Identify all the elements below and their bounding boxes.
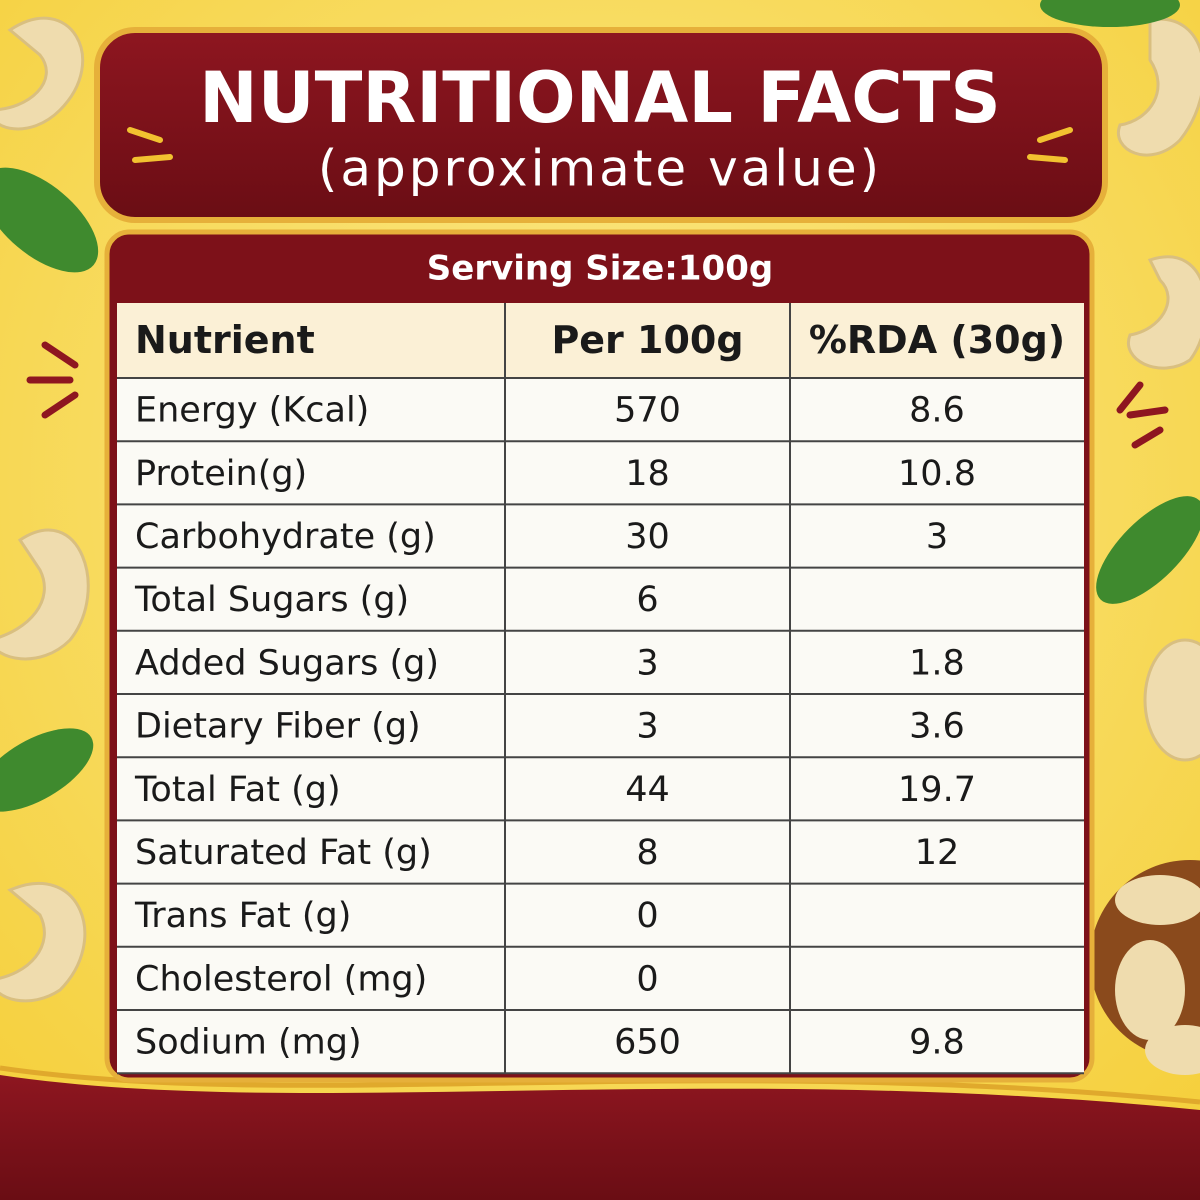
nutrient-name: Added Sugars (g) bbox=[135, 643, 439, 683]
column-header: %RDA (30g) bbox=[809, 318, 1065, 362]
nutrient-value: 18 bbox=[625, 454, 670, 494]
decorations bbox=[0, 0, 1200, 1075]
subtitle: (approximate value) bbox=[318, 140, 882, 198]
nutrient-value: 12 bbox=[915, 833, 960, 873]
nutrient-name: Total Sugars (g) bbox=[134, 580, 409, 620]
nutrient-value: 19.7 bbox=[898, 770, 976, 810]
nutrient-value: 3 bbox=[636, 707, 658, 747]
nutrient-value: 9.8 bbox=[909, 1023, 965, 1063]
nutrient-name: Carbohydrate (g) bbox=[135, 517, 436, 557]
nutrient-value: 0 bbox=[636, 959, 658, 999]
nutrient-value: 8.6 bbox=[909, 391, 965, 431]
header-accent bbox=[1027, 127, 1073, 163]
nutrient-value: 0 bbox=[636, 896, 658, 936]
nutrient-name: Sodium (mg) bbox=[135, 1023, 362, 1063]
nutrient-name: Saturated Fat (g) bbox=[135, 833, 432, 873]
header-row bbox=[117, 303, 1084, 378]
header-accent bbox=[127, 127, 173, 163]
nutrient-value: 3 bbox=[636, 643, 658, 683]
nutrient-name: Dietary Fiber (g) bbox=[135, 707, 421, 747]
nutrient-value: 8 bbox=[636, 833, 658, 873]
nutrient-value: 10.8 bbox=[898, 454, 976, 494]
nutrient-name: Trans Fat (g) bbox=[134, 896, 351, 936]
bottom-wave bbox=[0, 1075, 1200, 1200]
nutrient-name: Energy (Kcal) bbox=[135, 391, 369, 431]
header-box bbox=[94, 27, 1108, 223]
column-header: Per 100g bbox=[551, 318, 743, 362]
nutrient-value: 6 bbox=[636, 580, 658, 620]
table: Nutrient Per 100g %RDA (30g) Energy (Kcal) 5… bbox=[117, 303, 1084, 1075]
title: NUTRITIONAL FACTS bbox=[199, 57, 1001, 139]
nutrient-name: Cholesterol (mg) bbox=[135, 959, 427, 999]
nutrient-name: Protein(g) bbox=[135, 454, 307, 494]
column-header: Nutrient bbox=[135, 318, 315, 362]
nutrient-value: 30 bbox=[625, 517, 670, 557]
nutrient-value: 3.6 bbox=[909, 707, 965, 747]
nutrient-value: 44 bbox=[625, 770, 670, 810]
nutrient-value: 650 bbox=[614, 1023, 681, 1063]
nutrient-name: Total Fat (g) bbox=[134, 770, 341, 810]
nutrient-value: 1.8 bbox=[909, 643, 965, 683]
serving-size: Serving Size:100g bbox=[427, 249, 773, 289]
nutrient-value: 3 bbox=[926, 517, 948, 557]
nutrient-value: 570 bbox=[614, 391, 681, 431]
table-body bbox=[117, 303, 1084, 1074]
